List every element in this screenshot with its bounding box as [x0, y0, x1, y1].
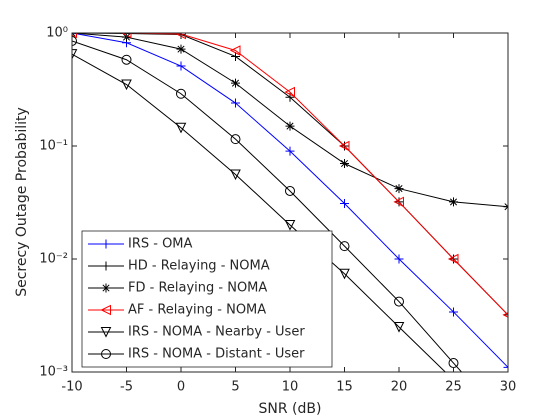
legend-label: IRS - NOMA - Nearby - User: [128, 325, 305, 340]
legend-label: HD - Relaying - NOMA: [128, 259, 270, 274]
x-tick-label: 30: [500, 380, 517, 395]
marker: [100, 304, 111, 316]
marker: [101, 261, 111, 271]
marker: [176, 61, 186, 71]
marker: [231, 78, 240, 88]
legend-label: FD - Relaying - NOMA: [128, 281, 267, 296]
marker: [503, 362, 508, 372]
legend-label: AF - Relaying - NOMA: [128, 303, 266, 318]
x-tick-label: 0: [177, 380, 185, 395]
marker: [394, 254, 404, 264]
marker: [121, 79, 132, 91]
marker: [394, 184, 404, 194]
legend-box: [81, 230, 333, 368]
marker: [449, 307, 458, 317]
marker: [394, 296, 404, 307]
marker: [340, 159, 349, 169]
marker: [231, 51, 240, 61]
marker: [339, 241, 350, 252]
series-line: [72, 53, 447, 372]
marker: [339, 268, 350, 280]
marker: [230, 169, 241, 181]
marker: [449, 197, 458, 207]
x-tick-label: -5: [120, 380, 133, 395]
y-tick-label: 10⁻³: [39, 365, 68, 380]
y-tick-label: 10⁻¹: [39, 139, 68, 154]
marker: [72, 35, 77, 46]
marker: [285, 146, 295, 156]
marker: [230, 134, 241, 145]
marker: [447, 253, 459, 265]
series-line: [72, 40, 463, 372]
x-tick-label: -10: [61, 380, 82, 395]
marker: [101, 239, 111, 249]
marker: [285, 185, 295, 196]
marker: [100, 327, 112, 338]
marker: [101, 349, 111, 359]
marker: [121, 54, 132, 65]
marker: [231, 98, 240, 108]
x-tick-label: 20: [391, 380, 408, 395]
marker: [284, 86, 295, 98]
marker: [338, 140, 350, 152]
marker: [393, 196, 404, 208]
marker: [393, 322, 405, 333]
x-tick-label: 15: [336, 380, 353, 395]
x-axis-label: SNR (dB): [259, 401, 322, 417]
y-tick-label: 10⁻²: [39, 252, 68, 267]
marker: [340, 198, 349, 208]
x-tick-label: 25: [445, 380, 462, 395]
marker: [284, 219, 296, 231]
marker: [503, 310, 508, 320]
marker: [72, 49, 78, 60]
legend-label: IRS - NOMA - Distant - User: [128, 347, 305, 362]
y-axis-label: Secrecy Outage Probability: [14, 107, 30, 297]
y-tick-label: 10⁰: [46, 26, 68, 41]
marker: [176, 44, 186, 54]
marker: [229, 45, 241, 56]
marker: [176, 88, 186, 99]
legend-label: IRS - OMA: [128, 237, 193, 252]
marker: [175, 122, 187, 134]
marker: [285, 121, 295, 131]
x-tick-label: 10: [282, 380, 299, 395]
x-tick-label: 5: [231, 380, 239, 395]
marker: [101, 283, 111, 293]
